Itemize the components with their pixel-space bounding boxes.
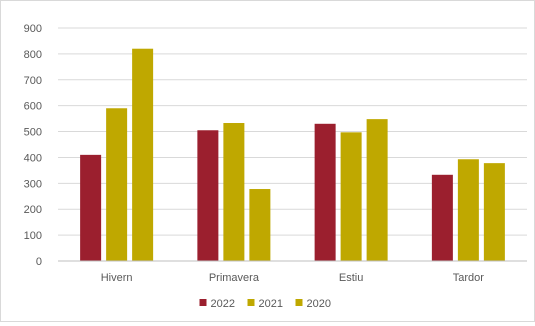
bar-2021-primavera [223, 123, 245, 261]
bar-2020-hivern [132, 48, 154, 261]
legend-swatch-2022 [199, 299, 207, 306]
category-label: Primavera [209, 272, 260, 284]
y-tick-label: 400 [24, 152, 42, 164]
bar-2022-estiu [314, 123, 336, 262]
bar-2020-estiu [366, 119, 388, 261]
legend-label-2022: 2022 [211, 298, 235, 310]
y-tick-label: 200 [24, 204, 42, 216]
gridlines [58, 27, 527, 236]
y-tick-label: 600 [24, 101, 42, 113]
category-label: Tardor [453, 272, 485, 284]
bar-2022-hivern [80, 154, 102, 261]
y-tick-label: 100 [24, 230, 42, 242]
y-tick-label: 900 [24, 23, 42, 35]
y-tick-label: 300 [24, 178, 42, 190]
legend-swatch-2020 [295, 299, 303, 306]
legend-swatch-2021 [247, 299, 255, 306]
bar-2021-estiu [340, 132, 362, 261]
y-axis-ticks: 0 100 200 300 400 500 600 700 800 900 [24, 23, 42, 268]
bar-2021-hivern [106, 108, 128, 261]
legend-label-2021: 2021 [259, 298, 283, 310]
category-label: Hivern [101, 272, 133, 284]
category-label: Estiu [339, 272, 363, 284]
y-tick-label: 800 [24, 49, 42, 61]
bars [80, 48, 505, 262]
bar-chart: 0 100 200 300 400 500 600 700 800 900 Hivern Prima… [24, 23, 527, 310]
y-tick-label: 500 [24, 127, 42, 139]
y-tick-label: 700 [24, 75, 42, 87]
bar-2022-primavera [197, 130, 219, 261]
legend-label-2020: 2020 [307, 298, 331, 310]
bar-2021-tardor [457, 159, 479, 261]
bar-2020-primavera [249, 189, 271, 261]
bar-2022-tardor [431, 174, 453, 261]
legend: 2022 2021 2020 [199, 298, 331, 310]
bar-2020-tardor [483, 163, 505, 261]
y-tick-label: 0 [36, 256, 42, 268]
category-labels: Hivern Primavera Estiu Tardor [101, 272, 485, 284]
